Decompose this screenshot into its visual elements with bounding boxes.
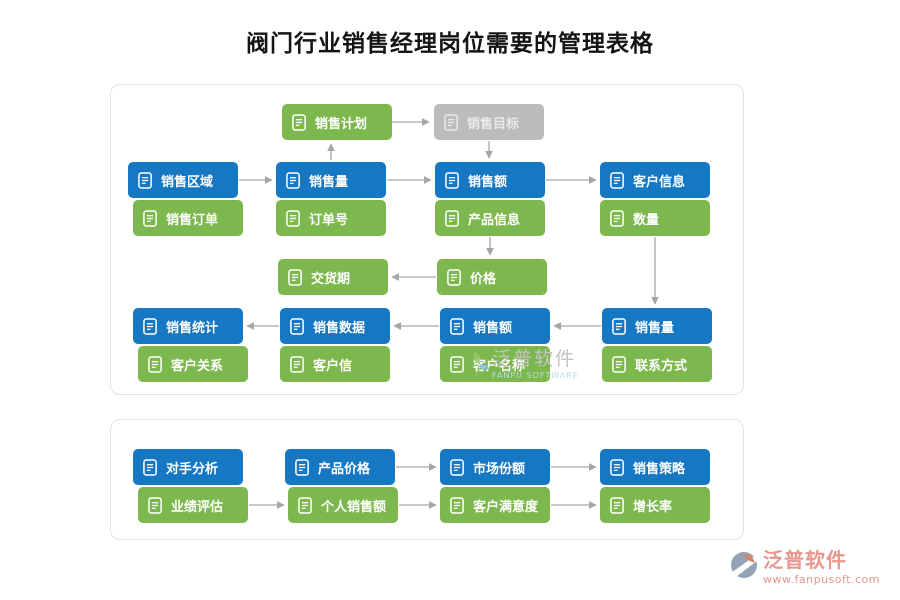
flow-node-label: 订单号 [309,212,349,228]
flow-node: 客户信 [280,346,390,382]
flow-node-label: 销售量 [309,174,349,190]
flow-node-label: 价格 [470,271,497,287]
document-icon [143,458,158,476]
document-icon [450,355,465,373]
document-icon [610,458,625,476]
flow-node: 销售目标 [434,104,544,140]
flow-node-label: 客户名称 [473,358,526,374]
document-icon [286,171,301,189]
flow-node: 市场份额 [440,449,550,485]
flow-node: 客户满意度 [440,487,550,523]
flow-node-label: 销售统计 [166,320,219,336]
flow-node-label: 销售额 [473,320,513,336]
flow-node-label: 对手分析 [166,461,219,477]
page-title: 阀门行业销售经理岗位需要的管理表格 [246,31,654,57]
flow-node-label: 个人销售额 [321,499,387,515]
flow-node: 增长率 [600,487,710,523]
footer-brand: 泛普软件 www.fanpusoft.com [729,550,880,586]
flow-node-label: 销售区域 [161,174,214,190]
document-icon [148,355,163,373]
document-icon [450,496,465,514]
document-icon [290,317,305,335]
document-icon [138,171,153,189]
flow-node: 销售策略 [600,449,710,485]
flow-node-label: 联系方式 [635,358,688,374]
document-icon [143,209,158,227]
document-icon [610,209,625,227]
flow-node: 客户信息 [600,162,710,198]
flow-node-label: 市场份额 [473,461,526,477]
document-icon [143,317,158,335]
document-icon [148,496,163,514]
flow-node-label: 销售额 [468,174,508,190]
document-icon [445,171,460,189]
flow-node-label: 销售量 [635,320,675,336]
flow-node: 交货期 [278,259,388,295]
flow-node: 产品价格 [285,449,395,485]
flow-node: 销售额 [440,308,550,344]
flow-node-label: 客户信息 [633,174,686,190]
flow-node-label: 产品价格 [318,461,371,477]
flow-node: 客户关系 [138,346,248,382]
document-icon [450,317,465,335]
flow-node: 产品信息 [435,200,545,236]
document-icon [610,171,625,189]
flow-node: 销售数据 [280,308,390,344]
fanpu-logo-icon [729,550,759,584]
flow-node: 数量 [600,200,710,236]
flow-node-label: 销售订单 [166,212,219,228]
flow-node-label: 销售策略 [633,461,686,477]
flow-node: 业绩评估 [138,487,248,523]
flow-node: 对手分析 [133,449,243,485]
document-icon [286,209,301,227]
flow-node-label: 增长率 [633,499,673,515]
document-icon [610,496,625,514]
flow-node-label: 销售数据 [313,320,366,336]
document-icon [288,268,303,286]
document-icon [295,458,310,476]
footer-brand-name: 泛普软件 [763,548,848,572]
flow-node-label: 销售目标 [467,116,520,132]
flow-node-label: 交货期 [311,271,351,287]
flow-node-label: 产品信息 [468,212,521,228]
document-icon [290,355,305,373]
flow-node: 联系方式 [602,346,712,382]
flow-node: 订单号 [276,200,386,236]
document-icon [447,268,462,286]
flow-node: 销售计划 [282,104,392,140]
flow-node-label: 客户信 [313,358,353,374]
flow-node: 客户名称 [440,346,550,382]
footer-url: www.fanpusoft.com [763,573,880,586]
flow-node: 个人销售额 [288,487,398,523]
document-icon [612,355,627,373]
document-icon [292,113,307,131]
flow-node: 销售区域 [128,162,238,198]
flow-node: 销售订单 [133,200,243,236]
flow-node-label: 数量 [633,212,660,228]
flow-node-label: 客户满意度 [473,499,539,515]
document-icon [444,113,459,131]
flow-node: 销售统计 [133,308,243,344]
flow-node-label: 客户关系 [171,358,224,374]
flow-node-label: 业绩评估 [171,499,224,515]
flow-node-label: 销售计划 [315,116,368,132]
flow-node: 价格 [437,259,547,295]
flow-node: 销售量 [602,308,712,344]
document-icon [612,317,627,335]
document-icon [450,458,465,476]
document-icon [445,209,460,227]
document-icon [298,496,313,514]
flow-node: 销售额 [435,162,545,198]
flow-node: 销售量 [276,162,386,198]
